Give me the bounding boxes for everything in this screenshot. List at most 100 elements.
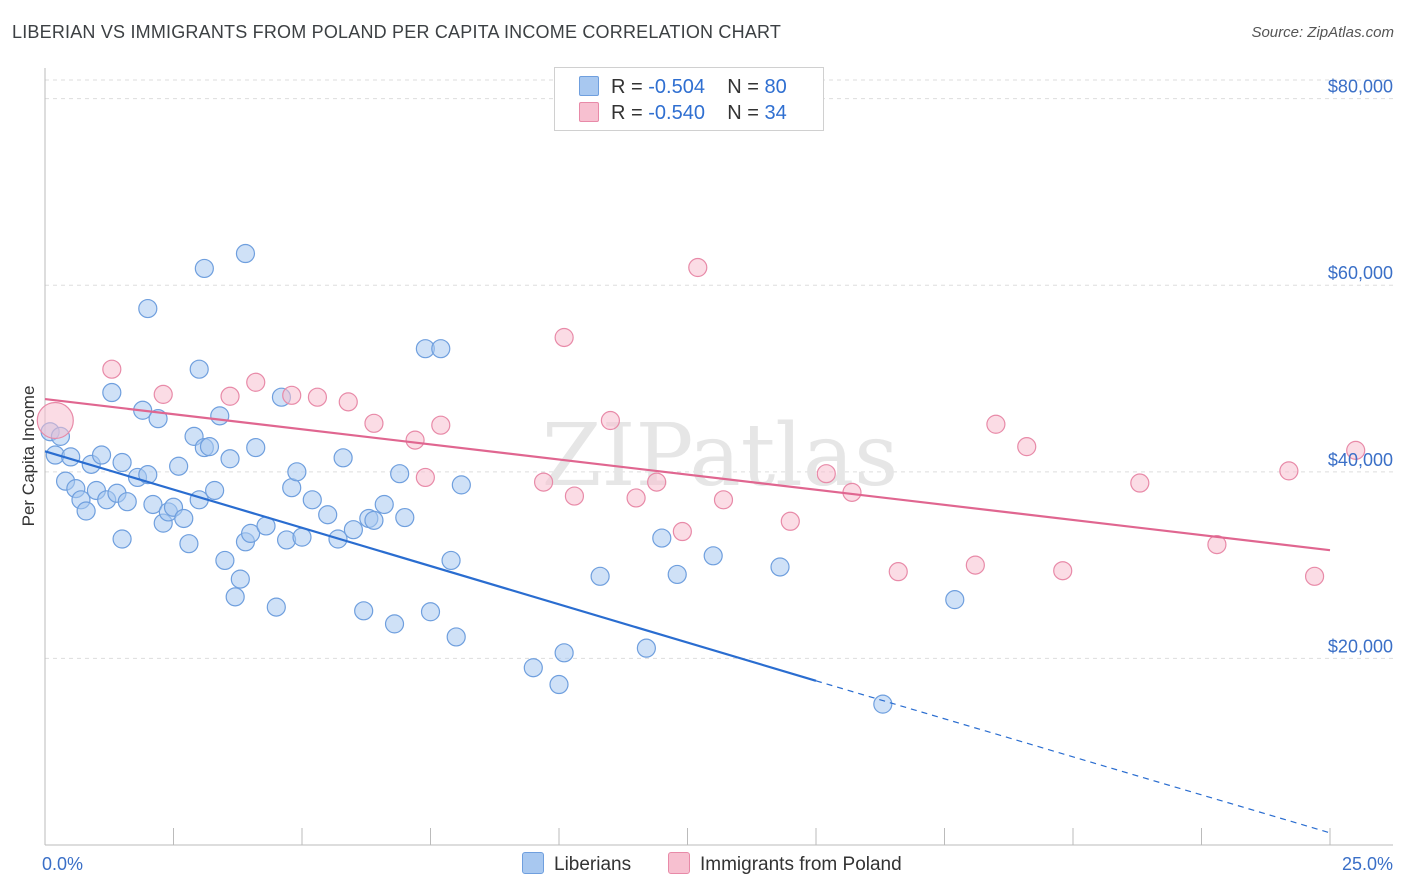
point-liberians: [117, 492, 137, 512]
point-poland: [246, 372, 266, 392]
point-liberians: [364, 510, 384, 530]
point-poland: [688, 257, 708, 278]
point-poland: [1130, 473, 1150, 493]
point-liberians: [282, 478, 302, 498]
y-tick-label: $60,000: [1328, 263, 1393, 283]
trend-line-poland: [44, 397, 1331, 552]
point-poland: [780, 511, 800, 531]
point-poland: [672, 521, 692, 542]
point-poland: [364, 413, 384, 433]
point-liberians: [76, 501, 96, 521]
point-liberians: [636, 638, 656, 658]
point-liberians: [318, 505, 338, 525]
point-liberians: [590, 566, 610, 586]
point-liberians: [652, 528, 672, 548]
bottom-legend-label: Liberians: [554, 854, 632, 875]
point-liberians: [138, 298, 158, 319]
point-poland: [1304, 566, 1325, 586]
point-poland: [647, 472, 667, 492]
point-liberians: [354, 601, 374, 621]
point-poland: [431, 415, 451, 435]
point-liberians: [220, 449, 240, 469]
point-liberians: [945, 590, 965, 610]
legend-n-label: N =: [727, 76, 765, 98]
legend-r-label: R =: [611, 102, 649, 124]
point-poland: [888, 562, 908, 582]
point-liberians: [523, 658, 543, 678]
point-liberians: [174, 508, 194, 529]
point-poland: [102, 359, 122, 379]
point-poland: [36, 401, 74, 440]
axes: [44, 68, 1393, 846]
point-liberians: [91, 445, 112, 465]
point-liberians: [554, 643, 574, 663]
point-poland: [626, 488, 646, 508]
point-liberians: [230, 569, 250, 589]
point-liberians: [246, 437, 266, 458]
point-liberians: [395, 507, 415, 528]
point-liberians: [112, 529, 132, 549]
point-liberians: [199, 437, 220, 457]
correlation-legend: R = -0.504 N = 80 R = -0.540 N = 34: [554, 67, 824, 131]
grid: [45, 79, 1393, 659]
point-liberians: [431, 339, 451, 359]
point-poland: [1017, 437, 1037, 457]
point-poland: [1053, 561, 1073, 581]
legend-row-poland: R = -0.540 N = 34: [579, 102, 787, 126]
point-liberians: [287, 462, 307, 482]
point-poland: [713, 490, 734, 510]
point-liberians: [384, 614, 405, 634]
point-poland: [1346, 440, 1366, 460]
x-tick-label: 0.0%: [42, 854, 83, 874]
point-poland: [533, 472, 554, 492]
legend-r-label: R =: [611, 76, 649, 98]
point-liberians: [770, 557, 790, 577]
legend-r-value: -0.504: [648, 76, 705, 98]
point-liberians: [102, 382, 122, 403]
point-liberians: [215, 550, 235, 571]
point-poland: [986, 414, 1006, 434]
point-liberians: [292, 527, 312, 547]
point-liberians: [235, 243, 256, 264]
x-tick-label: 25.0%: [1342, 854, 1393, 874]
point-liberians: [169, 456, 189, 476]
point-poland: [282, 385, 302, 405]
point-liberians: [148, 409, 168, 429]
point-liberians: [667, 564, 687, 585]
legend-swatch-liberians: [579, 76, 599, 96]
source-label: Source: ZipAtlas.com: [1251, 24, 1394, 41]
point-liberians: [138, 465, 158, 485]
trend-lines: [44, 397, 1331, 834]
point-liberians: [189, 359, 209, 379]
chart-title: LIBERIAN VS IMMIGRANTS FROM POLAND PER C…: [12, 22, 782, 42]
point-liberians: [241, 523, 261, 544]
point-liberians: [333, 448, 353, 468]
point-liberians: [112, 452, 132, 473]
legend-n-value: 34: [764, 102, 787, 124]
point-liberians: [143, 494, 163, 515]
trend-line-liberians: [44, 450, 817, 682]
point-poland: [816, 464, 836, 484]
point-liberians: [205, 480, 225, 501]
trend-line-liberians-extrapolated: [815, 680, 1331, 834]
point-poland: [220, 386, 240, 406]
point-poland: [1207, 534, 1227, 555]
point-liberians: [179, 534, 199, 554]
point-poland: [338, 392, 358, 412]
point-poland: [415, 467, 435, 488]
legend-n-value: 80: [764, 76, 787, 98]
point-poland: [564, 486, 585, 506]
point-liberians: [873, 694, 893, 714]
tick-labels: $20,000 $40,000 $60,000 $80,000 0.0% 25.0%: [42, 77, 1393, 874]
point-liberians: [451, 475, 471, 495]
legend-n-label: N =: [727, 102, 765, 124]
legend-swatch-poland: [579, 102, 599, 122]
point-poland: [965, 555, 985, 575]
point-liberians: [441, 550, 461, 571]
point-poland: [554, 327, 574, 348]
point-poland: [600, 410, 621, 431]
point-liberians: [343, 520, 363, 540]
point-liberians: [420, 602, 441, 622]
point-liberians: [446, 627, 466, 647]
